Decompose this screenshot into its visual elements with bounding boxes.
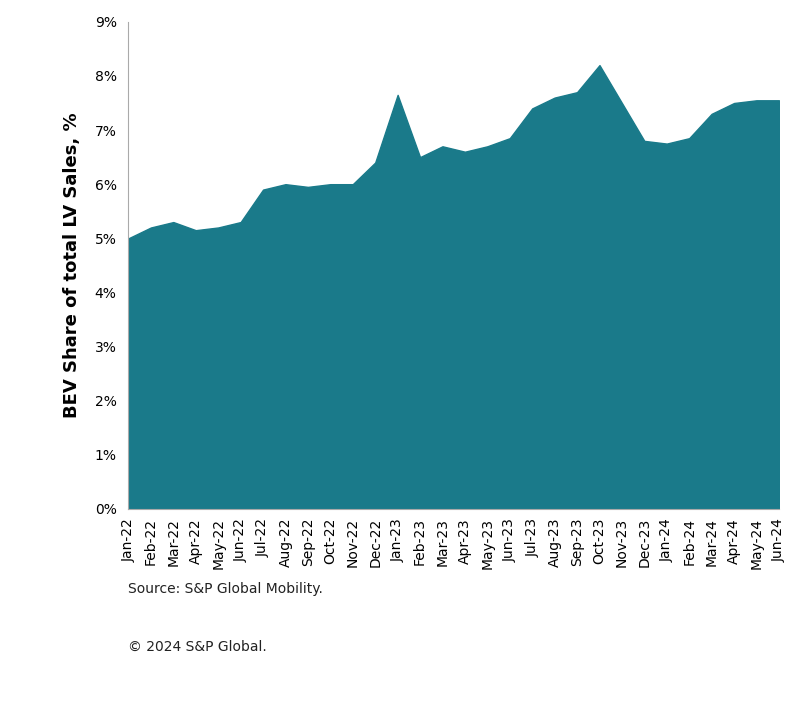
Text: Source: S&P Global Mobility.: Source: S&P Global Mobility.: [128, 582, 323, 596]
Text: © 2024 S&P Global.: © 2024 S&P Global.: [128, 640, 267, 654]
Y-axis label: BEV Share of total LV Sales, %: BEV Share of total LV Sales, %: [63, 113, 81, 418]
